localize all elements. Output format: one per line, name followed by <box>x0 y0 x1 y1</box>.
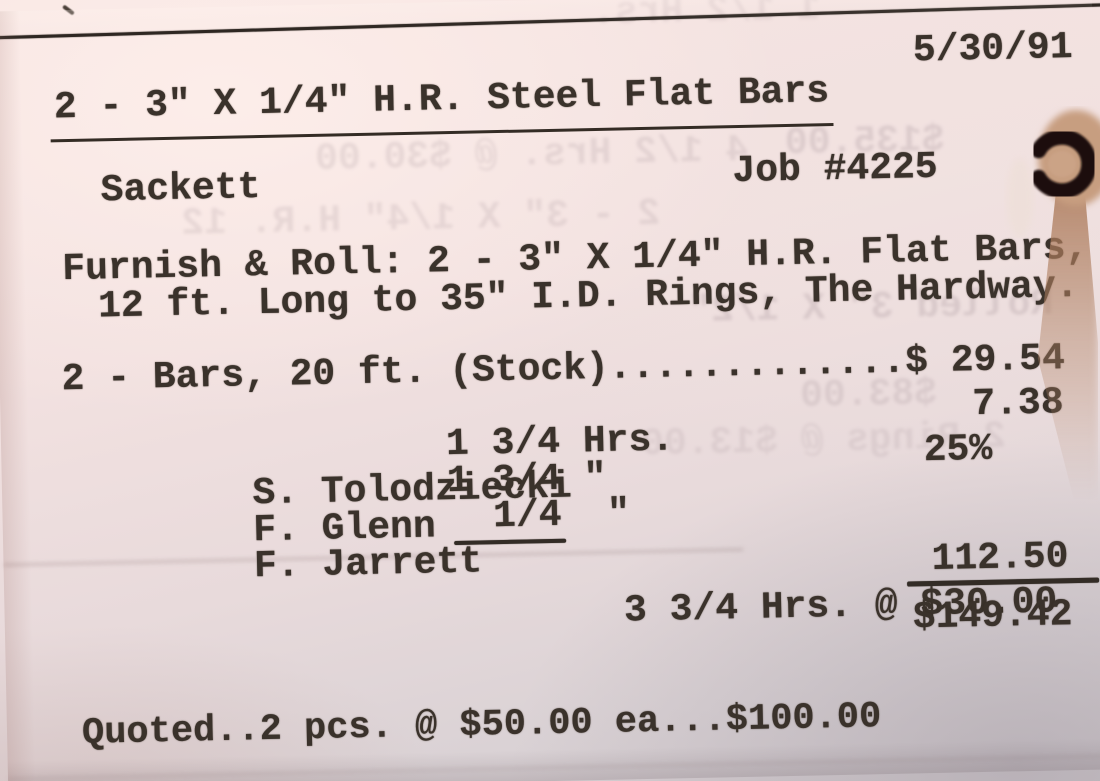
quote-line: Quoted..2 pcs. @ $50.00 ea...$100.00 <box>81 696 882 755</box>
grand-total: $149.42 <box>912 593 1073 640</box>
worker-hours: 1/4 " <box>447 492 631 540</box>
date: 5/30/91 <box>912 25 1074 73</box>
paper-crease <box>7 754 1100 781</box>
markup-percent: 25% <box>923 427 993 473</box>
pen-highlight <box>1007 158 1033 238</box>
pen-tip-ring <box>1030 129 1097 199</box>
pen-tip-center <box>1048 151 1076 177</box>
pen-tip <box>1007 110 1100 238</box>
labor-row: F. Jarrett 1/4 " <box>70 492 631 683</box>
labor-total-amount: 112.50 <box>931 535 1069 582</box>
stray-ink-mark <box>62 4 75 16</box>
bleed-through-text: 4 1/2 Hrs. @ $30.00 <box>314 128 749 181</box>
customer-name: Sackett <box>100 166 261 213</box>
job-number: Job #4225 <box>732 145 939 194</box>
